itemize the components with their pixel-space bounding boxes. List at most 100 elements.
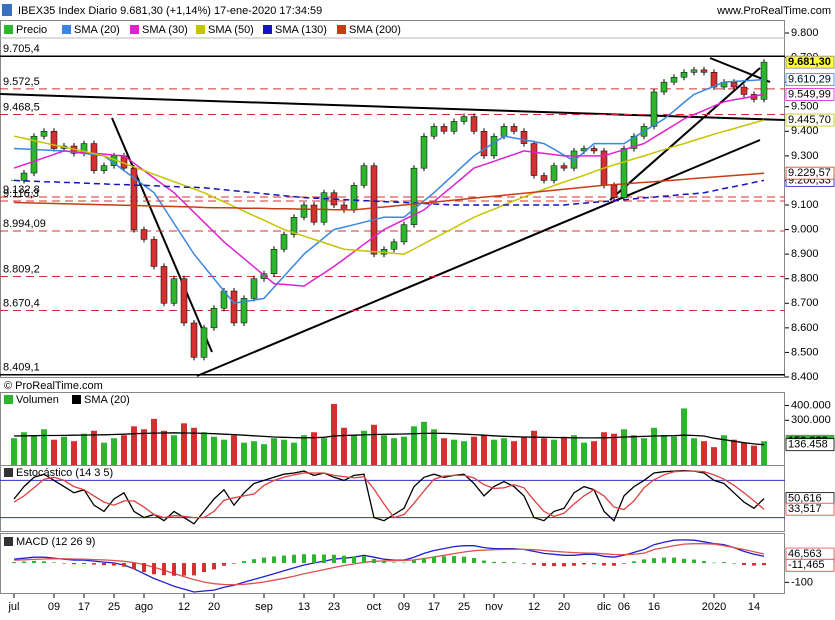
candle bbox=[660, 81, 668, 93]
bar bbox=[82, 563, 86, 564]
bar bbox=[392, 562, 396, 564]
bar bbox=[12, 562, 16, 564]
bar bbox=[101, 442, 107, 465]
bar bbox=[361, 430, 367, 465]
bar bbox=[732, 563, 736, 564]
bar bbox=[652, 558, 656, 564]
candle bbox=[290, 217, 298, 235]
y-tick-label: 9.300 bbox=[791, 150, 819, 162]
bar bbox=[71, 441, 77, 465]
bar bbox=[381, 435, 387, 465]
candle bbox=[500, 126, 508, 137]
series-line bbox=[13, 78, 765, 305]
y-tick-label: 300.000 bbox=[791, 414, 831, 426]
candle bbox=[730, 81, 738, 88]
last-value-box bbox=[785, 502, 835, 516]
series-line bbox=[13, 539, 765, 593]
candle bbox=[250, 278, 258, 299]
last-value-box bbox=[785, 88, 835, 101]
x-tick-label: 20 bbox=[558, 601, 570, 613]
last-value-label: 46,563 bbox=[788, 548, 822, 560]
x-tick-label: 2020 bbox=[702, 601, 726, 613]
legend-swatch bbox=[4, 395, 13, 404]
bar bbox=[561, 436, 567, 465]
bar bbox=[662, 557, 666, 564]
y-tick-label: 9.000 bbox=[791, 223, 819, 235]
bar bbox=[531, 430, 537, 465]
bar bbox=[32, 560, 36, 564]
legend-label: SMA (130) bbox=[275, 24, 327, 36]
series-line bbox=[13, 172, 765, 211]
level-label: 8.670,4 bbox=[3, 297, 40, 309]
bar bbox=[132, 563, 136, 570]
bar bbox=[292, 554, 296, 564]
y-tick-label: 8.800 bbox=[791, 273, 819, 285]
bar bbox=[762, 563, 766, 566]
candle bbox=[240, 298, 248, 324]
y-tick-label: 9.400 bbox=[791, 125, 819, 137]
bar bbox=[21, 432, 27, 465]
bar bbox=[332, 554, 336, 564]
candle bbox=[680, 72, 688, 78]
bar bbox=[152, 563, 156, 575]
bar bbox=[211, 436, 217, 465]
legend-label: SMA (200) bbox=[349, 24, 401, 36]
bar bbox=[672, 557, 676, 564]
bar bbox=[602, 563, 606, 566]
candle bbox=[400, 224, 408, 243]
candle bbox=[700, 69, 708, 73]
bar bbox=[682, 558, 686, 564]
legend-swatch bbox=[263, 25, 272, 34]
candle bbox=[520, 131, 528, 144]
y-tick-label: 8.400 bbox=[791, 371, 819, 383]
candle bbox=[410, 167, 418, 225]
bar bbox=[62, 563, 66, 564]
level-label: 8.409,1 bbox=[3, 362, 40, 374]
bar bbox=[261, 444, 267, 465]
legend-label: Volumen bbox=[16, 394, 59, 406]
bar bbox=[641, 438, 647, 465]
candle bbox=[540, 175, 548, 181]
bar bbox=[692, 559, 696, 564]
last-value-label: 9.549,99 bbox=[788, 88, 831, 100]
trend-line bbox=[709, 57, 771, 83]
candle bbox=[130, 167, 138, 230]
candle bbox=[670, 76, 678, 83]
last-value-label: -11,465 bbox=[788, 559, 825, 571]
bar bbox=[262, 557, 266, 564]
level-label: 9.116,3 bbox=[3, 188, 39, 200]
x-tick-label: 23 bbox=[328, 601, 340, 613]
candle bbox=[760, 61, 768, 100]
bar bbox=[421, 421, 427, 465]
last-value-box bbox=[785, 55, 835, 69]
bar bbox=[172, 563, 176, 576]
bar bbox=[701, 441, 707, 465]
candle bbox=[20, 172, 28, 181]
candle bbox=[390, 241, 398, 250]
series-line bbox=[13, 179, 765, 206]
bar bbox=[42, 561, 46, 564]
bar bbox=[482, 560, 486, 564]
trend-lines bbox=[0, 57, 786, 377]
bar bbox=[232, 563, 236, 564]
bar bbox=[201, 432, 207, 465]
stochastic-panel bbox=[0, 465, 785, 532]
bar bbox=[711, 447, 717, 465]
bar bbox=[491, 439, 497, 465]
candle bbox=[490, 135, 498, 157]
bar bbox=[631, 435, 637, 465]
candle bbox=[590, 148, 598, 152]
candle bbox=[150, 239, 158, 267]
bar bbox=[51, 439, 57, 465]
legend-label: SMA (20) bbox=[74, 24, 120, 36]
level-label: 9.132,8 bbox=[3, 184, 40, 196]
x-tick-label: 09 bbox=[48, 601, 60, 613]
bar bbox=[521, 436, 527, 465]
candle bbox=[230, 290, 238, 324]
level-label: 9.572,5 bbox=[3, 76, 40, 88]
candle bbox=[690, 69, 698, 73]
bar bbox=[422, 557, 426, 564]
candle bbox=[140, 229, 148, 240]
y-tick-label: 400.000 bbox=[791, 399, 831, 411]
bar bbox=[642, 559, 646, 564]
